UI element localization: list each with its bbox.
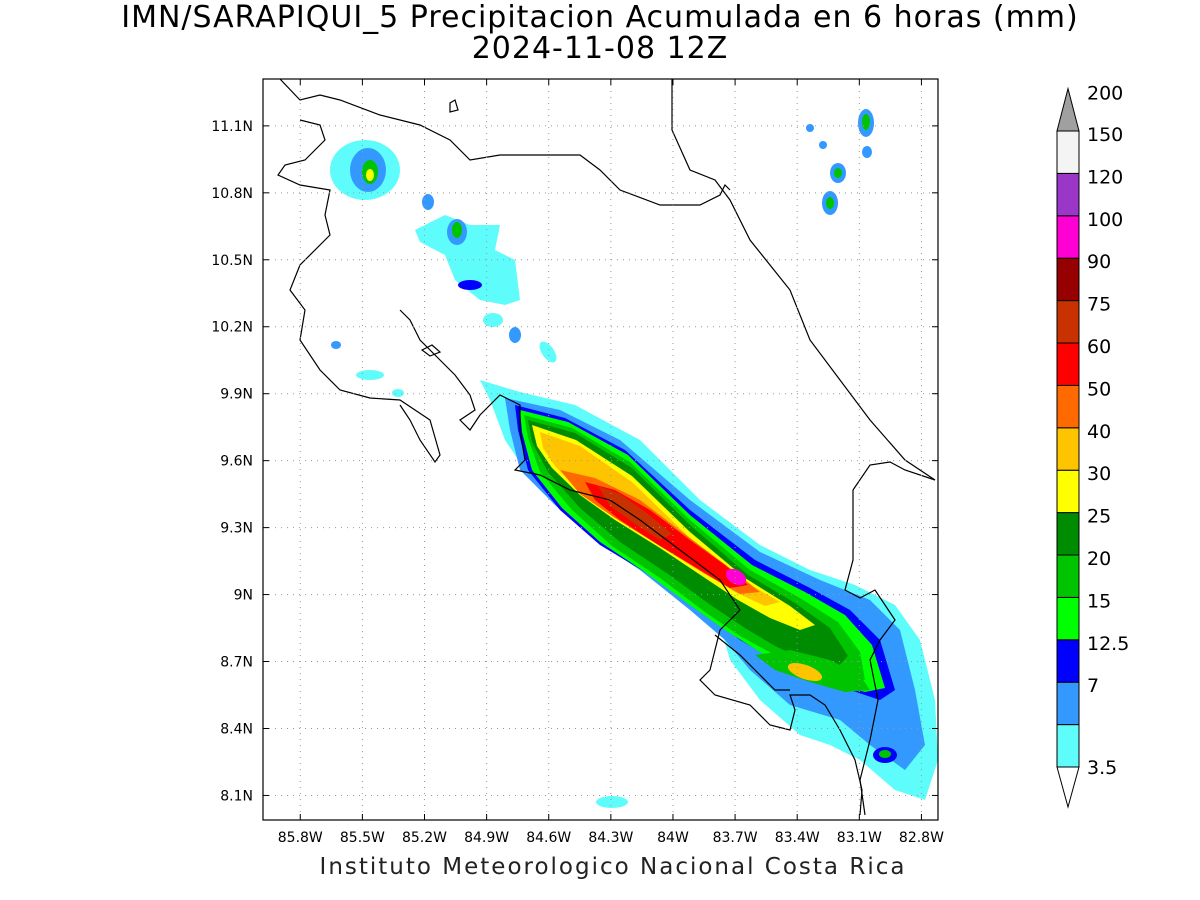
x-axis-ticks: 85.8W 85.5W 85.2W 84.9W 84.6W 84.3W 84W 83.7W 83… (278, 79, 944, 846)
y-tick-label: 10.8N (211, 186, 253, 202)
colorbar-swatch (1056, 427, 1080, 471)
map-title: IMN/SARAPIQUI_5 Precipitacion Acumulada … (0, 2, 1200, 64)
lake-nicaragua-island (449, 99, 459, 113)
colorbar-swatch (1056, 300, 1080, 344)
y-tick-label: 9.3N (220, 521, 253, 537)
x-tick-label: 85.5W (340, 830, 385, 846)
colorbar-label: 3.5 (1087, 757, 1117, 779)
rain-ne-cell-4-core (826, 197, 834, 209)
colorbar-label: 30 (1087, 463, 1111, 485)
x-tick-label: 84.3W (588, 830, 633, 846)
colorbar-arrow-top (1056, 86, 1080, 132)
rain-nw-cell-9 (392, 389, 404, 397)
rain-south-small (596, 796, 628, 808)
colorbar-swatch (1056, 172, 1080, 217)
y-tick-label: 9N (234, 588, 253, 604)
colorbar-label: 20 (1087, 548, 1111, 570)
panama-border (852, 461, 936, 491)
gulf-island (420, 344, 442, 357)
colorbar-label: 40 (1087, 421, 1111, 443)
rain-se-cell-core (879, 750, 891, 758)
nicaragua-border (279, 79, 731, 206)
x-tick-label: 85.8W (278, 830, 323, 846)
x-tick-label: 84.9W (464, 830, 509, 846)
y-tick-label: 8.1N (220, 788, 253, 804)
coastline-and-borders (277, 79, 936, 816)
rain-ne-cell-1-core (862, 114, 870, 130)
colorbar-label: 120 (1087, 166, 1123, 188)
rain-band-75 (598, 486, 672, 540)
colorbar-label: 50 (1087, 378, 1111, 400)
title-line-1: IMN/SARAPIQUI_5 Precipitacion Acumulada … (121, 0, 1079, 35)
x-tick-label: 83.1W (837, 830, 882, 846)
colorbar-label: 100 (1087, 209, 1123, 231)
rain-nw-cell-6 (509, 327, 521, 343)
rain-ne-cell-5 (819, 141, 827, 149)
precipitation-field (330, 109, 938, 808)
x-tick-label: 84W (657, 830, 689, 846)
rain-nw-cell-8 (356, 370, 384, 380)
colorbar-label: 25 (1087, 506, 1111, 528)
map-frame (262, 78, 939, 821)
panama-border-south (844, 490, 896, 816)
colorbar-label: 75 (1087, 294, 1111, 316)
x-tick-label: 85.2W (402, 830, 447, 846)
rain-nw-cell-4 (422, 194, 434, 210)
nicoya-gulf-coast (399, 309, 863, 816)
credit-footer: Instituto Meteorologico Nacional Costa R… (319, 854, 907, 880)
x-tick-label: 83.4W (775, 830, 820, 846)
y-tick-label: 8.4N (220, 721, 253, 737)
rain-nw-cell-2-core (452, 222, 462, 238)
colorbar-swatch (1056, 469, 1080, 514)
x-tick-label: 82.8W (899, 830, 944, 846)
colorbar-swatch (1056, 639, 1080, 683)
colorbar-swatch (1056, 130, 1080, 174)
colorbar: 3.5 7 12.5 15 20 25 30 40 50 60 75 90 100 120 150 200 (1056, 83, 1129, 809)
colorbar-label: 7 (1087, 675, 1099, 697)
colorbar-swatch (1056, 724, 1080, 768)
colorbar-swatch (1056, 512, 1080, 556)
map-plot-area: 85.8W 85.5W 85.2W 84.9W 84.6W 84.3W 84W 83.7W 83… (211, 78, 944, 846)
x-tick-label: 84.6W (526, 830, 571, 846)
colorbar-arrow-bottom (1056, 766, 1080, 809)
y-tick-label: 10.5N (211, 253, 253, 269)
y-tick-label: 10.2N (211, 320, 253, 336)
y-axis-ticks: 11.1N 10.8N 10.5N 10.2N 9.9N 9.6N 9.3N 9N 8.7N 8.… (211, 119, 938, 804)
colorbar-swatch (1056, 215, 1080, 259)
rain-ne-cell-6 (806, 124, 814, 132)
colorbar-label: 90 (1087, 251, 1111, 273)
rain-max-120 (725, 568, 747, 586)
colorbar-swatch (1056, 342, 1080, 386)
colorbar-label: 200 (1087, 83, 1123, 105)
colorbar-swatch (1056, 384, 1080, 429)
y-tick-label: 9.6N (220, 454, 253, 470)
colorbar-label: 150 (1087, 124, 1123, 146)
rain-nw-cell-10 (331, 341, 341, 349)
colorbar-label: 15 (1087, 590, 1111, 612)
title-line-2: 2024-11-08 12Z (471, 31, 729, 66)
y-tick-label: 8.7N (220, 655, 253, 671)
rain-nw-cell-5 (483, 313, 503, 327)
colorbar-swatch (1056, 554, 1080, 598)
colorbar-swatch (1056, 596, 1080, 641)
rain-ne-cell-3-core (834, 168, 842, 178)
rain-nw-cell-1-max (366, 169, 374, 181)
y-tick-label: 9.9N (220, 387, 253, 403)
pacific-coast (277, 119, 441, 464)
osa-peninsula (714, 634, 790, 691)
caribbean-coast (671, 79, 936, 481)
rain-south-core (787, 662, 823, 682)
x-tick-label: 83.7W (713, 830, 758, 846)
rain-nw-cell-7 (539, 341, 557, 363)
rain-ne-cell-2 (862, 146, 872, 158)
colorbar-swatch (1056, 681, 1080, 726)
colorbar-label: 12.5 (1087, 633, 1129, 655)
rain-nw-cell-3 (458, 280, 482, 290)
colorbar-swatch (1056, 257, 1080, 302)
colorbar-label: 60 (1087, 336, 1111, 358)
y-tick-label: 11.1N (211, 119, 253, 135)
